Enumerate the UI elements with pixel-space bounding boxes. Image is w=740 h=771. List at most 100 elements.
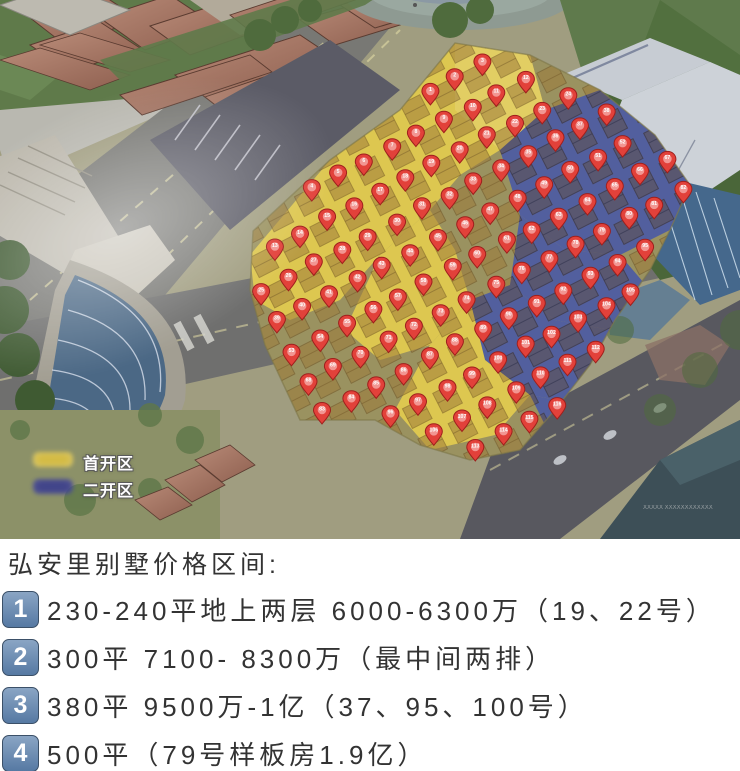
svg-text:71: 71 — [386, 335, 392, 341]
svg-text:7: 7 — [391, 143, 394, 149]
svg-text:88: 88 — [452, 338, 458, 344]
svg-text:66: 66 — [637, 167, 643, 173]
svg-text:61: 61 — [504, 236, 510, 242]
svg-text:115: 115 — [525, 415, 533, 421]
svg-text:116: 116 — [553, 401, 561, 407]
svg-text:72: 72 — [411, 322, 417, 328]
svg-text:35: 35 — [526, 150, 532, 156]
svg-text:36: 36 — [553, 134, 559, 140]
svg-text:82: 82 — [681, 185, 687, 191]
svg-text:107: 107 — [458, 414, 467, 420]
svg-text:75: 75 — [493, 280, 499, 286]
svg-text:113: 113 — [471, 443, 479, 449]
svg-text:67: 67 — [665, 155, 671, 161]
svg-text:37: 37 — [577, 122, 583, 128]
svg-text:86: 86 — [401, 367, 407, 373]
svg-text:30: 30 — [394, 218, 400, 224]
svg-text:33: 33 — [470, 177, 476, 183]
svg-text:21: 21 — [484, 131, 490, 137]
svg-text:69: 69 — [330, 362, 336, 368]
svg-text:63: 63 — [556, 212, 562, 218]
svg-text:29: 29 — [365, 233, 371, 239]
svg-text:92: 92 — [560, 287, 566, 293]
svg-text:90: 90 — [506, 312, 512, 318]
svg-text:5: 5 — [337, 169, 340, 175]
svg-text:89: 89 — [480, 325, 486, 331]
svg-text:59: 59 — [450, 262, 456, 268]
svg-text:52: 52 — [620, 139, 626, 145]
svg-text:53: 53 — [289, 348, 295, 354]
svg-text:105: 105 — [626, 288, 635, 294]
svg-text:77: 77 — [547, 255, 553, 261]
svg-text:62: 62 — [529, 226, 535, 232]
svg-text:32: 32 — [447, 191, 453, 197]
svg-text:39: 39 — [274, 315, 280, 321]
svg-text:44: 44 — [407, 249, 413, 255]
svg-text:40: 40 — [299, 302, 305, 308]
svg-text:93: 93 — [588, 271, 594, 277]
svg-text:15: 15 — [324, 213, 330, 219]
svg-text:56: 56 — [371, 305, 377, 311]
svg-text:102: 102 — [547, 330, 556, 336]
svg-text:109: 109 — [512, 386, 521, 392]
svg-text:101: 101 — [521, 340, 530, 346]
svg-text:45: 45 — [435, 233, 441, 239]
svg-text:XXXXX XXXXXXXXXXXX: XXXXX XXXXXXXXXXXX — [643, 505, 713, 511]
svg-text:60: 60 — [474, 250, 480, 256]
svg-text:96: 96 — [388, 410, 394, 416]
svg-text:65: 65 — [612, 182, 618, 188]
svg-text:22: 22 — [512, 119, 518, 125]
svg-text:34: 34 — [498, 164, 504, 170]
svg-text:27: 27 — [311, 258, 317, 264]
svg-text:2: 2 — [453, 73, 456, 79]
svg-text:50: 50 — [567, 165, 573, 171]
svg-text:17: 17 — [377, 187, 383, 193]
svg-text:64: 64 — [585, 197, 591, 203]
svg-text:70: 70 — [358, 350, 364, 356]
svg-text:9: 9 — [442, 115, 445, 121]
svg-text:54: 54 — [317, 334, 323, 340]
svg-text:10: 10 — [470, 103, 476, 109]
svg-text:106: 106 — [429, 428, 438, 434]
svg-text:46: 46 — [462, 221, 468, 227]
svg-text:57: 57 — [395, 293, 401, 299]
svg-text:6: 6 — [362, 158, 365, 164]
svg-text:12: 12 — [523, 75, 529, 81]
svg-text:111: 111 — [563, 358, 571, 364]
svg-text:95: 95 — [642, 243, 648, 249]
svg-text:80: 80 — [626, 211, 632, 217]
svg-text:104: 104 — [602, 302, 611, 308]
svg-text:55: 55 — [344, 319, 350, 325]
svg-text:85: 85 — [373, 381, 379, 387]
svg-text:47: 47 — [487, 207, 493, 213]
svg-text:108: 108 — [483, 401, 492, 407]
svg-text:42: 42 — [355, 274, 361, 280]
svg-text:68: 68 — [306, 378, 312, 384]
svg-text:103: 103 — [574, 315, 583, 321]
svg-text:73: 73 — [438, 309, 444, 315]
svg-text:24: 24 — [565, 92, 571, 98]
svg-text:23: 23 — [539, 106, 545, 112]
svg-text:114: 114 — [499, 427, 507, 433]
svg-text:97: 97 — [415, 398, 421, 404]
svg-text:3: 3 — [481, 58, 484, 64]
svg-text:51: 51 — [595, 153, 601, 159]
svg-text:87: 87 — [427, 351, 433, 357]
svg-text:49: 49 — [541, 181, 547, 187]
svg-text:41: 41 — [326, 290, 332, 296]
svg-text:76: 76 — [519, 266, 525, 272]
svg-text:43: 43 — [379, 261, 385, 267]
svg-text:1: 1 — [429, 87, 432, 93]
svg-text:91: 91 — [534, 299, 540, 305]
svg-text:94: 94 — [615, 258, 621, 264]
svg-text:112: 112 — [592, 345, 600, 351]
svg-text:84: 84 — [349, 395, 355, 401]
svg-text:98: 98 — [445, 384, 451, 390]
svg-text:20: 20 — [457, 146, 463, 152]
svg-text:28: 28 — [339, 246, 345, 252]
svg-text:99: 99 — [469, 371, 475, 377]
svg-text:26: 26 — [286, 273, 292, 279]
svg-text:31: 31 — [419, 202, 425, 208]
svg-text:38: 38 — [604, 108, 610, 114]
svg-text:8: 8 — [414, 129, 417, 135]
